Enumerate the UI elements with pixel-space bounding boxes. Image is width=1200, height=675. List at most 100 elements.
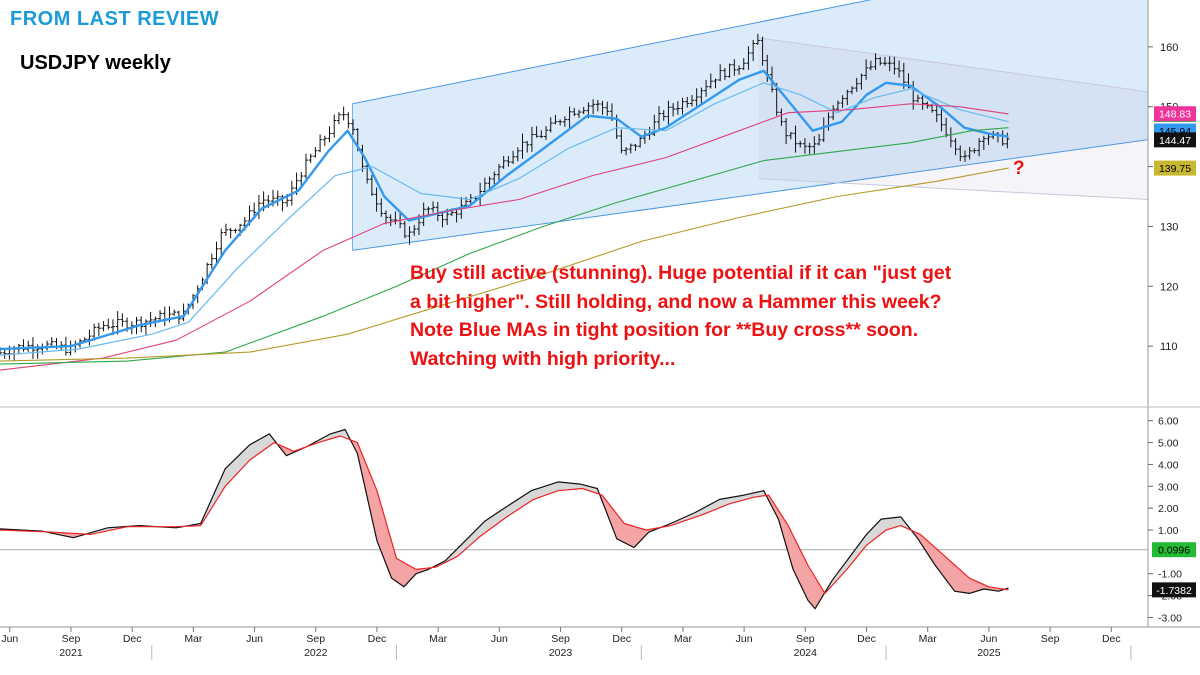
x-tick-label: Dec bbox=[123, 633, 142, 645]
price-bar bbox=[256, 194, 261, 220]
note-line: Buy still active (stunning). Huge potent… bbox=[410, 262, 952, 284]
price-axis: 110120130140150160148.71148.83145.94144.… bbox=[0, 0, 1200, 627]
note-line: Note Blue MAs in tight position for **Bu… bbox=[410, 319, 919, 342]
price-bar bbox=[158, 310, 163, 321]
price-bar bbox=[591, 99, 596, 115]
price-bar bbox=[666, 100, 671, 125]
y-tick-label: 120 bbox=[1160, 281, 1178, 293]
y-tick-label: 130 bbox=[1160, 221, 1178, 233]
price-bar bbox=[101, 320, 106, 332]
oscillator-axis: 6.005.004.003.002.001.00-1.00-2.00-3.000… bbox=[1148, 416, 1196, 624]
x-tick-label: Dec bbox=[1102, 633, 1121, 645]
oscillator-panel[interactable] bbox=[0, 428, 1148, 610]
price-bar bbox=[718, 64, 723, 82]
value-tag-label: 148.83 bbox=[1159, 109, 1191, 121]
price-bar bbox=[49, 337, 54, 348]
price-bar bbox=[454, 208, 459, 223]
price-bar bbox=[346, 112, 351, 129]
x-tick-label: Jun bbox=[246, 633, 263, 645]
price-bar bbox=[581, 106, 586, 115]
price-bar bbox=[977, 138, 982, 157]
y-tick-label: -3.00 bbox=[1158, 612, 1182, 624]
price-bar bbox=[779, 108, 784, 126]
price-bar bbox=[172, 309, 177, 316]
price-bar bbox=[751, 39, 756, 62]
price-bar bbox=[600, 100, 605, 115]
price-bar bbox=[318, 134, 323, 153]
price-bar bbox=[671, 103, 676, 117]
channel-upper-line bbox=[352, 0, 872, 105]
moving-average-line bbox=[0, 82, 1009, 356]
value-tag-label: 0.0996 bbox=[1158, 545, 1190, 557]
price-bar bbox=[223, 223, 228, 236]
price-bar bbox=[534, 126, 539, 138]
chart-title: USDJPY weekly bbox=[20, 52, 171, 74]
oscillator-line bbox=[0, 435, 1009, 594]
price-bar bbox=[482, 177, 487, 194]
price-bar bbox=[802, 138, 807, 154]
x-tick-label: Mar bbox=[674, 633, 693, 645]
x-tick-label: Jun bbox=[736, 633, 753, 645]
price-bar bbox=[487, 176, 492, 189]
y-tick-label: 2.00 bbox=[1158, 503, 1179, 515]
price-bar bbox=[675, 101, 680, 115]
value-tag: 144.47 bbox=[1154, 132, 1196, 148]
value-tag-bg bbox=[1152, 582, 1196, 598]
price-bar bbox=[421, 202, 426, 227]
price-bar bbox=[939, 109, 944, 132]
price-bar bbox=[727, 63, 732, 78]
price-bar bbox=[233, 228, 238, 234]
price-bar bbox=[45, 340, 50, 351]
price-bar bbox=[628, 143, 633, 154]
price-bar bbox=[873, 53, 878, 70]
y-tick-label: 3.00 bbox=[1158, 481, 1179, 493]
price-bar bbox=[680, 97, 685, 115]
price-bar bbox=[525, 141, 530, 153]
price-bar bbox=[379, 198, 384, 217]
year-label: 2025 bbox=[977, 647, 1001, 659]
price-bar bbox=[562, 116, 567, 127]
price-panel[interactable] bbox=[0, 0, 1148, 371]
price-bar bbox=[915, 94, 920, 103]
price-bar bbox=[850, 86, 855, 95]
value-tag: 139.75 bbox=[1154, 160, 1196, 176]
price-bar bbox=[793, 125, 798, 153]
price-bar bbox=[798, 140, 803, 148]
price-bar bbox=[732, 59, 737, 76]
price-bar bbox=[383, 210, 388, 225]
price-bar bbox=[595, 100, 600, 112]
price-bar bbox=[299, 171, 304, 186]
moving-average-line bbox=[0, 167, 1009, 362]
note-line: Watching with high priority... bbox=[410, 347, 676, 370]
price-bar bbox=[393, 211, 398, 225]
y-tick-label: -1.00 bbox=[1158, 569, 1182, 581]
price-bar bbox=[0, 347, 2, 355]
price-bar bbox=[374, 187, 379, 212]
price-bar bbox=[431, 201, 436, 213]
price-bar bbox=[784, 118, 789, 145]
price-bar bbox=[704, 79, 709, 97]
x-tick-label: Dec bbox=[368, 633, 387, 645]
price-bar bbox=[962, 150, 967, 162]
price-bar bbox=[722, 67, 727, 80]
price-bar bbox=[746, 46, 751, 70]
price-bar bbox=[624, 147, 629, 156]
price-bar bbox=[511, 150, 516, 165]
oscillator-fill bbox=[660, 490, 766, 528]
price-bar bbox=[840, 95, 845, 108]
y-tick-label: 110 bbox=[1160, 341, 1178, 353]
price-bar bbox=[544, 126, 549, 141]
price-bar bbox=[492, 171, 497, 185]
x-tick-label: Sep bbox=[796, 633, 815, 645]
channel-lower-line bbox=[352, 139, 1148, 251]
price-bar bbox=[148, 311, 153, 327]
oscillator-fill bbox=[182, 434, 277, 527]
price-bar bbox=[388, 214, 393, 227]
price-bar bbox=[807, 142, 812, 155]
review-title: FROM LAST REVIEW bbox=[10, 8, 220, 30]
price-bar bbox=[699, 87, 704, 106]
price-bar bbox=[341, 106, 346, 121]
price-bar bbox=[755, 33, 760, 45]
note-line: a bit higher". Still holding, and now a … bbox=[410, 290, 942, 313]
